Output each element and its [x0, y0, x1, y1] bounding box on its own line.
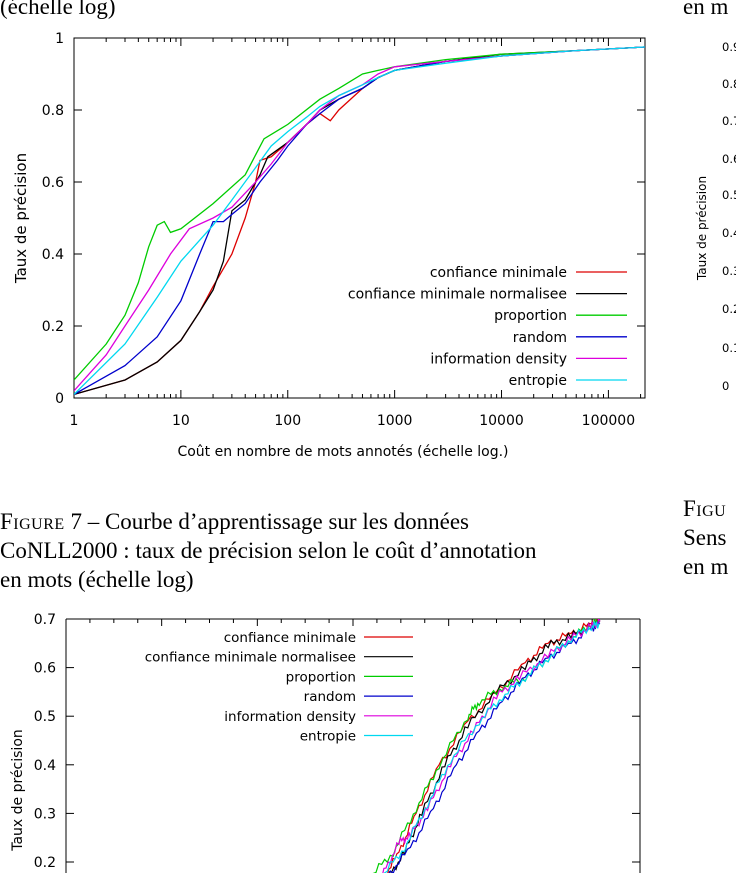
- y-tick-label: 0: [55, 391, 64, 407]
- y-tick-label: 0.8: [42, 103, 64, 119]
- legend-label: proportion: [494, 308, 567, 324]
- y-tick-label: 0.4: [34, 758, 56, 774]
- series-line: [388, 619, 601, 873]
- y-tick-label: 0.4: [42, 247, 64, 263]
- series-line: [384, 619, 601, 873]
- y-tick-label: 0.5: [34, 709, 56, 725]
- y-tick-label: 0.6: [34, 661, 56, 677]
- y-tick-label: 1: [55, 31, 64, 47]
- y-tick-label: 0.2: [34, 855, 56, 871]
- right-caption-fragment: Figu Sens en m: [683, 494, 736, 581]
- y-axis-label: Taux de précision: [12, 153, 30, 284]
- legend-label: information density: [430, 351, 567, 367]
- y-axis-label: Taux de précision: [10, 729, 26, 852]
- caption-line-2: CoNLL2000 : taux de précision selon le c…: [0, 538, 537, 563]
- y-tick-label: 0: [722, 379, 729, 393]
- series-line: [382, 619, 601, 873]
- figure-number: 7: [70, 509, 82, 534]
- y-tick-label: 0.6: [42, 175, 64, 191]
- right-caption-label: Figu: [683, 496, 727, 521]
- y-tick-label: 0.9: [722, 40, 736, 54]
- x-tick-label: 100000: [582, 413, 635, 429]
- x-tick-label: 100: [274, 413, 301, 429]
- legend-label: confiance minimale normalisee: [145, 650, 356, 666]
- legend-label: information density: [224, 709, 356, 725]
- figure-label: Figure: [0, 509, 65, 534]
- legend-label: confiance minimale: [430, 265, 567, 281]
- y-tick-label: 0.7: [34, 612, 56, 628]
- x-tick-label: 10000: [479, 413, 524, 429]
- legend-label: entropie: [300, 729, 356, 745]
- legend-label: confiance minimale: [224, 630, 356, 646]
- x-tick-label: 1000: [377, 413, 413, 429]
- legend-label: confiance minimale normalisee: [348, 287, 567, 303]
- right-caption-line-2: Sens: [683, 525, 727, 550]
- figure-7-caption: Figure 7 – Courbe d’apprentissage sur le…: [0, 507, 655, 594]
- series-line: [74, 46, 645, 381]
- series-line: [388, 621, 601, 873]
- legend-label: proportion: [286, 669, 356, 685]
- y-tick-label: 0.7: [722, 114, 736, 128]
- top-right-caption-fragment: en m: [683, 0, 729, 19]
- y-tick-label: 0.2: [42, 319, 64, 335]
- series-line: [74, 46, 645, 392]
- caption-line-1: – Courbe d’apprentissage sur les données: [87, 509, 470, 534]
- plot-frame: [73, 37, 646, 399]
- right-caption-line-3: en m: [683, 554, 729, 579]
- series-line: [383, 620, 600, 873]
- x-tick-label: 1: [70, 413, 79, 429]
- series-line: [74, 46, 645, 395]
- legend-label: random: [513, 330, 567, 346]
- x-axis-label: Coût en nombre de mots annotés (échelle …: [177, 444, 508, 460]
- y-tick-label: 0.1: [722, 341, 736, 355]
- legend-label: random: [304, 689, 356, 705]
- y-tick-label: 0.4: [722, 226, 736, 240]
- x-tick-label: 10: [172, 413, 190, 429]
- top-left-caption-fragment: (échelle log): [0, 0, 116, 19]
- series-line: [74, 46, 645, 395]
- y-tick-label: 0.5: [722, 188, 736, 202]
- y-tick-label: 0.3: [34, 806, 56, 822]
- y-tick-label: 0.2: [722, 302, 736, 316]
- y-axis-label: Taux de précision: [695, 176, 709, 281]
- series-group: [372, 619, 601, 873]
- y-tick-label: 0.6: [722, 152, 736, 166]
- legend-label: entropie: [509, 373, 567, 389]
- y-tick-label: 0.8: [722, 77, 736, 91]
- caption-line-3: en mots (échelle log): [0, 567, 194, 592]
- series-group: [74, 46, 645, 396]
- y-tick-label: 0.3: [722, 264, 736, 278]
